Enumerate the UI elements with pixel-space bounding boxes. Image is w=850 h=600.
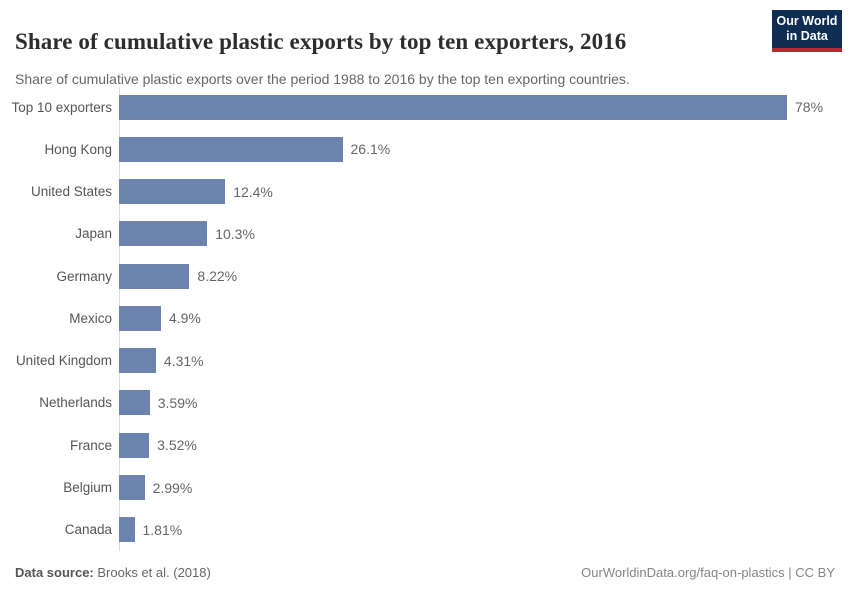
bar-zone: 10.3% <box>119 221 850 247</box>
bar-row: United Kingdom 4.31% <box>0 340 850 382</box>
owid-logo-line1: Our World <box>776 14 838 28</box>
bar-category-label: Mexico <box>69 310 112 326</box>
bar[interactable] <box>119 136 343 162</box>
bar-zone: 26.1% <box>119 136 850 162</box>
bar-value-label: 8.22% <box>197 268 238 285</box>
bar-row: Netherlands 3.59% <box>0 382 850 424</box>
bar-zone: 4.31% <box>119 348 850 374</box>
owid-logo-line2: in Data <box>786 29 828 43</box>
bar-value-label: 26.1% <box>350 141 391 158</box>
bar-value-label: 10.3% <box>215 225 255 242</box>
owid-logo[interactable]: Our World in Data <box>772 10 842 52</box>
bar-zone: 8.22% <box>119 263 850 289</box>
bar[interactable] <box>119 517 135 543</box>
owid-logo-box: Our World in Data <box>772 10 842 48</box>
bar-value-label: 3.52% <box>157 437 197 454</box>
bar-row: Hong Kong 26.1% <box>0 128 850 170</box>
bar[interactable] <box>119 475 145 501</box>
data-source: Data source: Brooks et al. (2018) <box>15 565 211 580</box>
bar-zone: 1.81% <box>119 517 850 543</box>
bar-row: Germany 8.22% <box>0 255 850 297</box>
bar-zone: 2.99% <box>119 475 850 501</box>
bar-value-label: 78% <box>795 99 824 116</box>
page-title: Share of cumulative plastic exports by t… <box>15 29 627 55</box>
bar[interactable] <box>119 390 150 416</box>
bar-value-label: 1.81% <box>142 521 183 538</box>
bar-zone: 3.59% <box>119 390 850 416</box>
data-source-label: Data source: <box>15 565 94 580</box>
bar-row: Canada 1.81% <box>0 509 850 551</box>
bar-chart-rows: Top 10 exporters 78% Hong Kong 26.1% United … <box>0 86 850 551</box>
bar-category-label: Germany <box>56 268 112 284</box>
bar-category-label: Top 10 exporters <box>11 99 112 115</box>
chart-subtitle: Share of cumulative plastic exports over… <box>15 71 630 87</box>
bar-category-label: Japan <box>75 226 112 242</box>
data-source-value: Brooks et al. (2018) <box>97 565 211 580</box>
bar-zone: 3.52% <box>119 432 850 458</box>
bar[interactable] <box>119 348 156 374</box>
bar-row: France 3.52% <box>0 424 850 466</box>
bar-zone: 12.4% <box>119 179 850 205</box>
bar-category-label: Hong Kong <box>44 141 112 157</box>
bar-row: United States 12.4% <box>0 171 850 213</box>
bar-category-label: United Kingdom <box>15 353 112 369</box>
bar-row: Japan 10.3% <box>0 213 850 255</box>
bar-value-label: 2.99% <box>152 479 193 496</box>
bar[interactable] <box>119 221 208 247</box>
bar-row: Belgium 2.99% <box>0 466 850 508</box>
chart-footer: Data source: Brooks et al. (2018) OurWor… <box>15 565 835 580</box>
bar-category-label: Canada <box>64 522 112 538</box>
bar[interactable] <box>119 179 226 205</box>
bar-chart: Top 10 exporters 78% Hong Kong 26.1% United … <box>0 86 850 551</box>
owid-logo-red-strip <box>772 48 842 52</box>
bar-category-label: United States <box>30 184 112 200</box>
bar-category-label: France <box>69 437 112 453</box>
bar-value-label: 4.31% <box>163 352 204 369</box>
bar-category-label: Belgium <box>63 480 112 496</box>
bar[interactable] <box>119 94 787 120</box>
bar-category-label: Netherlands <box>39 395 112 411</box>
bar-zone: 4.9% <box>119 305 850 331</box>
bar-value-label: 4.9% <box>168 310 201 327</box>
bar-value-label: 12.4% <box>233 183 273 200</box>
bar-row: Mexico 4.9% <box>0 297 850 339</box>
bar[interactable] <box>119 305 161 331</box>
bar-zone: 78% <box>119 94 850 120</box>
bar-value-label: 3.59% <box>157 394 198 411</box>
bar[interactable] <box>119 263 190 289</box>
bar-row: Top 10 exporters 78% <box>0 86 850 128</box>
license-link[interactable]: OurWorldinData.org/faq-on-plastics | CC … <box>581 565 835 580</box>
bar[interactable] <box>119 432 150 458</box>
